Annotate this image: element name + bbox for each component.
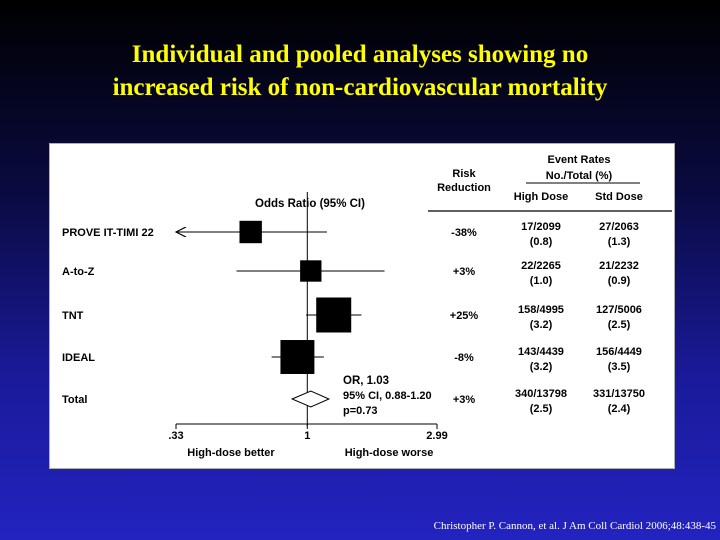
- high-dose-pct-prove-it-timi-22: (0.8): [530, 236, 553, 248]
- std-dose-count-tnt: 127/5006: [596, 304, 642, 316]
- or-marker-a-to-z: [300, 260, 322, 282]
- risk-reduction-total: +3%: [453, 394, 476, 406]
- std-dose-pct-tnt: (2.5): [608, 319, 631, 331]
- std-dose-count-ideal: 156/4449: [596, 346, 642, 358]
- risk-reduction-a-to-z: +3%: [453, 266, 476, 278]
- risk-header-line2: Reduction: [437, 182, 491, 194]
- risk-reduction-tnt: +25%: [450, 310, 479, 322]
- study-label-a-to-z: A-to-Z: [62, 266, 95, 278]
- risk-reduction-prove-it-timi-22: -38%: [451, 227, 477, 239]
- high-dose-pct-ideal: (3.2): [530, 361, 553, 373]
- or-marker-tnt: [316, 297, 352, 333]
- x-tick-label-1: 1: [304, 430, 310, 442]
- high-dose-count-tnt: 158/4995: [518, 304, 564, 316]
- event-rates-header: Event Rates: [548, 154, 611, 166]
- study-label-ideal: IDEAL: [62, 352, 95, 364]
- std-dose-header: Std Dose: [595, 191, 643, 203]
- slide-title: Individual and pooled analyses showing n…: [0, 38, 720, 104]
- std-dose-count-total: 331/13750: [593, 388, 645, 400]
- high-dose-count-ideal: 143/4439: [518, 346, 564, 358]
- std-dose-count-prove-it-timi-22: 27/2063: [599, 221, 639, 233]
- x-axis-ticks: .33 1 2.99: [168, 424, 448, 442]
- study-label-total: Total: [62, 394, 87, 406]
- high-dose-count-a-to-z: 22/2265: [521, 260, 561, 272]
- pooled-diamond-total: [290, 390, 331, 408]
- study-label-prove-it-timi-22: PROVE IT-TIMI 22: [62, 227, 154, 239]
- axis-label-left: High-dose better: [187, 447, 275, 459]
- std-dose-pct-prove-it-timi-22: (1.3): [608, 236, 631, 248]
- forest-rows: PROVE IT-TIMI 22 -38% 17/2099 (0.8) 27/2063 (…: [62, 220, 645, 415]
- x-tick-label-2: 2.99: [426, 430, 447, 442]
- std-dose-pct-ideal: (3.5): [608, 361, 631, 373]
- high-dose-pct-a-to-z: (1.0): [530, 275, 553, 287]
- slide-title-line2: increased risk of non-cardiovascular mor…: [112, 74, 608, 101]
- x-tick-label-0: .33: [168, 430, 183, 442]
- citation: Christopher P. Cannon, et al. J Am Coll …: [433, 520, 716, 532]
- std-dose-count-a-to-z: 21/2232: [599, 260, 639, 272]
- or-marker-prove-it-timi-22: [239, 220, 262, 244]
- high-dose-count-total: 340/13798: [515, 388, 567, 400]
- high-dose-header: High Dose: [514, 191, 568, 203]
- or-marker-ideal: [280, 340, 315, 374]
- forest-plot: Odds Ratio (95% CI) Risk Reduction Event…: [62, 154, 672, 459]
- high-dose-pct-total: (2.5): [530, 403, 553, 415]
- total-p-label: p=0.73: [343, 405, 378, 417]
- risk-reduction-ideal: -8%: [454, 352, 474, 364]
- high-dose-count-prove-it-timi-22: 17/2099: [521, 221, 561, 233]
- total-or-label: OR, 1.03: [343, 375, 389, 387]
- risk-header-line1: Risk: [452, 168, 476, 180]
- forest-plot-panel: Odds Ratio (95% CI) Risk Reduction Event…: [49, 143, 675, 469]
- std-dose-pct-total: (2.4): [608, 403, 631, 415]
- no-total-header: No./Total (%): [546, 170, 613, 182]
- odds-ratio-header: Odds Ratio (95% CI): [255, 198, 365, 210]
- axis-label-right: High-dose worse: [345, 447, 434, 459]
- slide-title-line1: Individual and pooled analyses showing n…: [131, 41, 589, 68]
- high-dose-pct-tnt: (3.2): [530, 319, 553, 331]
- std-dose-pct-a-to-z: (0.9): [608, 275, 631, 287]
- study-label-tnt: TNT: [62, 310, 84, 322]
- total-ci-label: 95% CI, 0.88-1.20: [343, 390, 432, 402]
